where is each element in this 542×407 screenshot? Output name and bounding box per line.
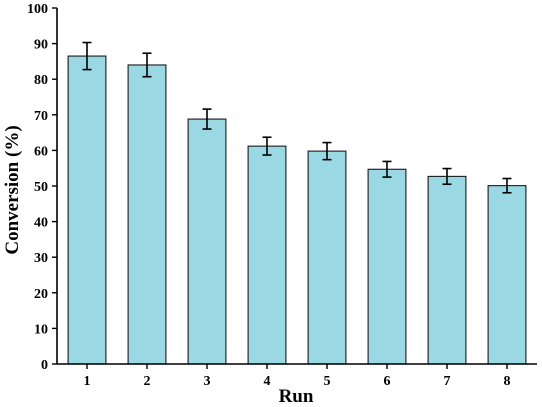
- y-tick-label-10: 10: [34, 322, 48, 337]
- y-tick-label-90: 90: [34, 38, 48, 53]
- bar-run-8: [487, 185, 527, 365]
- x-tick-label-1: 1: [84, 374, 91, 389]
- ticks-layer: 0 10 20 30 40 50 60 70 80 90 100 1 2 3 4 5 6 7 8: [27, 2, 511, 389]
- x-tick-label-3: 3: [204, 374, 211, 389]
- bars-layer: [67, 55, 527, 365]
- x-tick-label-5: 5: [324, 374, 331, 389]
- bar-run-4: [247, 145, 287, 365]
- bar-run-7: [427, 175, 467, 365]
- error-bars-layer: [82, 41, 512, 194]
- y-tick-label-100: 100: [27, 2, 48, 17]
- y-tick-label-80: 80: [34, 73, 48, 88]
- y-tick-label-40: 40: [34, 216, 48, 231]
- bar-run-6: [367, 168, 407, 365]
- bar-run-3: [187, 118, 227, 365]
- x-tick-label-6: 6: [384, 374, 391, 389]
- x-tick-label-2: 2: [144, 374, 151, 389]
- y-tick-label-30: 30: [34, 251, 48, 266]
- y-tick-label-20: 20: [34, 287, 48, 302]
- y-tick-label-0: 0: [41, 358, 48, 373]
- y-axis-title: Conversion (%): [2, 125, 23, 254]
- x-axis-title: Run: [279, 386, 314, 407]
- bar-run-1: [67, 55, 107, 365]
- y-tick-label-60: 60: [34, 144, 48, 159]
- x-tick-label-7: 7: [444, 374, 451, 389]
- bar-run-5: [307, 150, 347, 365]
- bar-run-2: [127, 64, 167, 365]
- y-tick-label-70: 70: [34, 109, 48, 124]
- y-tick-label-50: 50: [34, 180, 48, 195]
- x-tick-label-4: 4: [264, 374, 271, 389]
- x-tick-label-8: 8: [504, 374, 511, 389]
